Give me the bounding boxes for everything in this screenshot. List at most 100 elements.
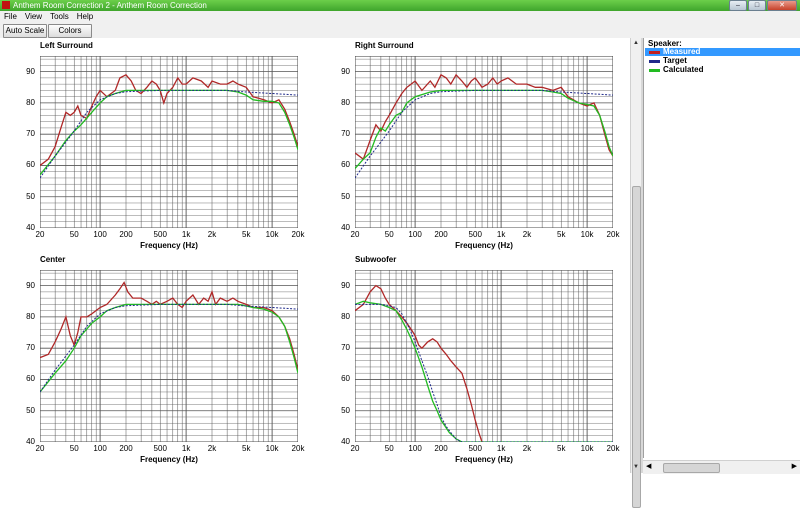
right-surround-x-axis-label: Frequency (Hz) bbox=[455, 241, 513, 250]
x-tick-label: 2k bbox=[522, 444, 532, 453]
menu-file[interactable]: File bbox=[4, 12, 17, 21]
x-tick-label: 200 bbox=[119, 230, 133, 239]
x-tick-label: 20 bbox=[35, 444, 45, 453]
x-tick-label: 100 bbox=[408, 444, 422, 453]
subwoofer-title: Subwoofer bbox=[355, 255, 397, 264]
center-chart bbox=[40, 270, 298, 442]
legend-item-measured[interactable]: Measured bbox=[645, 48, 800, 56]
center-target-series bbox=[40, 303, 298, 393]
title-bar: Anthem Room Correction 2 - Anthem Room C… bbox=[0, 0, 800, 11]
window-controls: – □ ✕ bbox=[729, 0, 797, 11]
legend-item-label: Target bbox=[663, 56, 687, 65]
plot-background bbox=[40, 56, 298, 228]
y-tick-label: 90 bbox=[341, 66, 350, 76]
x-tick-label: 2k bbox=[207, 444, 217, 453]
legend-heading: Speaker: bbox=[648, 39, 682, 48]
x-tick-label: 20 bbox=[350, 444, 360, 453]
chart-area: Left Surround 90 80 70 60 50 40 20 50 100 200 500 1k… bbox=[0, 38, 630, 473]
right-surround-measured-series bbox=[355, 73, 613, 161]
scroll-right-icon[interactable]: ▶ bbox=[791, 463, 797, 470]
x-tick-label: 20k bbox=[291, 444, 305, 453]
x-tick-label: 500 bbox=[153, 444, 167, 453]
subwoofer-x-axis-label: Frequency (Hz) bbox=[455, 455, 513, 464]
x-tick-label: 5k bbox=[556, 230, 566, 239]
x-tick-label: 100 bbox=[93, 230, 107, 239]
x-tick-label: 5k bbox=[241, 444, 251, 453]
x-tick-label: 50 bbox=[384, 444, 394, 453]
y-tick-label: 50 bbox=[26, 405, 35, 415]
menu-tools[interactable]: Tools bbox=[50, 12, 69, 21]
scroll-down-icon[interactable]: ▼ bbox=[633, 464, 639, 470]
legend-item-label: Measured bbox=[663, 47, 701, 56]
left-surround-target-series bbox=[40, 89, 298, 179]
x-tick-label: 1k bbox=[181, 444, 191, 453]
y-tick-label: 40 bbox=[26, 437, 35, 446]
x-tick-label: 20k bbox=[291, 230, 305, 239]
y-tick-label: 90 bbox=[26, 280, 35, 290]
x-tick-label: 20 bbox=[35, 230, 45, 239]
legend-item-calculated[interactable]: Calculated bbox=[645, 66, 800, 74]
x-tick-label: 2k bbox=[207, 230, 217, 239]
x-tick-label: 5k bbox=[241, 230, 251, 239]
scrollbar-thumb[interactable] bbox=[632, 186, 641, 508]
plot-background bbox=[355, 56, 613, 228]
y-tick-label: 70 bbox=[341, 343, 350, 353]
y-tick-label: 50 bbox=[341, 191, 350, 201]
y-tick-label: 70 bbox=[341, 129, 350, 139]
window-title: Anthem Room Correction 2 - Anthem Room C… bbox=[13, 1, 207, 10]
scrollbar-thumb[interactable] bbox=[663, 463, 720, 473]
x-tick-label: 500 bbox=[153, 230, 167, 239]
x-tick-label: 100 bbox=[93, 444, 107, 453]
maximize-icon[interactable]: □ bbox=[748, 0, 766, 11]
x-tick-label: 1k bbox=[496, 444, 506, 453]
plot-background bbox=[40, 270, 298, 442]
x-tick-label: 50 bbox=[69, 444, 79, 453]
left-surround-chart bbox=[40, 56, 298, 228]
x-tick-label: 20 bbox=[350, 230, 360, 239]
y-tick-label: 70 bbox=[26, 129, 35, 139]
subwoofer-target-series bbox=[355, 303, 613, 442]
scroll-up-icon[interactable]: ▲ bbox=[633, 40, 639, 46]
x-tick-label: 10k bbox=[580, 230, 594, 239]
x-tick-label: 1k bbox=[181, 230, 191, 239]
app-logo-icon bbox=[2, 1, 10, 9]
left-surround-title: Left Surround bbox=[40, 41, 93, 50]
auto-scale-button[interactable]: Auto Scale bbox=[3, 24, 47, 38]
menu-help[interactable]: Help bbox=[76, 12, 94, 21]
subwoofer-measured-series bbox=[355, 284, 483, 442]
vertical-scrollbar[interactable]: ▲ ▼ bbox=[630, 38, 641, 508]
horizontal-scrollbar[interactable]: ◀ ▶ bbox=[643, 460, 800, 474]
x-tick-label: 500 bbox=[468, 444, 482, 453]
center-x-axis-label: Frequency (Hz) bbox=[140, 455, 198, 464]
y-tick-label: 60 bbox=[341, 160, 350, 170]
calculated-swatch bbox=[649, 69, 660, 72]
y-tick-label: 80 bbox=[26, 311, 35, 321]
x-tick-label: 5k bbox=[556, 444, 566, 453]
y-tick-label: 50 bbox=[26, 191, 35, 201]
measured-swatch bbox=[649, 51, 660, 54]
target-swatch bbox=[649, 60, 660, 63]
legend-item-label: Calculated bbox=[663, 65, 704, 74]
y-tick-label: 80 bbox=[26, 97, 35, 107]
x-tick-label: 10k bbox=[265, 230, 279, 239]
center-title: Center bbox=[40, 255, 66, 264]
splitter[interactable] bbox=[641, 38, 643, 473]
x-tick-label: 10k bbox=[580, 444, 594, 453]
y-tick-label: 60 bbox=[26, 160, 35, 170]
close-icon[interactable]: ✕ bbox=[767, 0, 797, 11]
x-tick-label: 50 bbox=[384, 230, 394, 239]
legend-item-target[interactable]: Target bbox=[645, 57, 800, 65]
x-tick-label: 100 bbox=[408, 230, 422, 239]
scroll-left-icon[interactable]: ◀ bbox=[646, 463, 652, 470]
y-tick-label: 90 bbox=[26, 66, 35, 76]
colors-button[interactable]: Colors bbox=[48, 24, 92, 38]
menu-bar: File View Tools Help bbox=[0, 11, 800, 22]
x-tick-label: 200 bbox=[119, 444, 133, 453]
minimize-icon[interactable]: – bbox=[729, 0, 747, 11]
x-tick-label: 200 bbox=[434, 230, 448, 239]
y-tick-label: 90 bbox=[341, 280, 350, 290]
x-tick-label: 500 bbox=[468, 230, 482, 239]
menu-view[interactable]: View bbox=[24, 12, 43, 21]
right-surround-target-series bbox=[355, 89, 613, 179]
x-tick-label: 50 bbox=[69, 230, 79, 239]
